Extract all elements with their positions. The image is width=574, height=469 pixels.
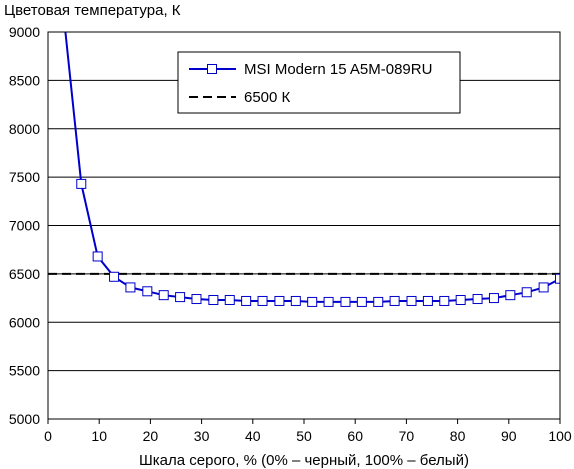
data-point [340,296,351,307]
data-point [92,251,103,262]
data-point [241,295,252,306]
data-point [142,286,153,297]
data-point [439,295,450,306]
data-point [555,273,560,284]
y-axis-title: Цветовая температура, К [4,2,181,19]
data-point [455,294,466,305]
data-point [472,294,483,305]
x-tick-label: 60 [347,428,363,444]
x-tick-label: 80 [450,428,466,444]
data-point [488,293,499,304]
legend: MSI Modern 15 A5M-089RU 6500 К [177,51,461,114]
x-tick-label: 70 [399,428,415,444]
data-point [356,296,367,307]
x-tick-label: 90 [501,428,517,444]
x-tick-label: 20 [143,428,159,444]
data-point [307,296,318,307]
x-tick-label: 40 [245,428,261,444]
data-point [505,290,516,301]
data-point [323,296,334,307]
data-point [538,282,549,293]
data-point [373,296,384,307]
y-tick-label: 5500 [9,363,40,379]
legend-label-msi: MSI Modern 15 A5M-089RU [244,61,432,78]
legend-box [177,51,461,114]
data-point [158,290,169,301]
x-tick-labels: 0 10 20 30 40 50 60 70 80 90 100 [44,419,572,444]
series-layer [48,32,560,307]
y-tick-label: 8000 [9,121,40,137]
data-point [191,294,202,305]
plot-area-border [47,31,561,420]
data-point [175,292,186,303]
y-tick-label: 6000 [9,314,40,330]
y-tick-label: 7000 [9,218,40,234]
data-point [422,295,433,306]
data-point [125,282,136,293]
y-tick-labels: 5000 5500 6000 6500 7000 7500 8000 8500 9000 [9,24,40,427]
legend-marker-msi [207,64,217,74]
x-tick-label: 100 [548,428,572,444]
y-tick-label: 8500 [9,72,40,88]
data-point [406,295,417,306]
y-tick-label: 7500 [9,169,40,185]
data-point [109,271,120,282]
data-point [521,287,532,298]
y-tick-label: 9000 [9,24,40,40]
data-point [274,295,285,306]
x-tick-label: 30 [194,428,210,444]
x-tick-label: 10 [91,428,107,444]
grid-lines [48,79,560,372]
legend-label-6500: 6500 К [244,89,291,106]
data-point [257,295,268,306]
x-tick-label: 0 [44,428,52,444]
data-point [76,178,87,189]
x-tick-label: 50 [296,428,312,444]
data-point [290,295,301,306]
x-axis-title: Шкала серого, % (0% – черный, 100% – бел… [139,452,469,469]
data-point [208,294,219,305]
data-point [224,294,235,305]
y-tick-label: 5000 [9,411,40,427]
data-point [389,295,400,306]
y-tick-label: 6500 [9,266,40,282]
